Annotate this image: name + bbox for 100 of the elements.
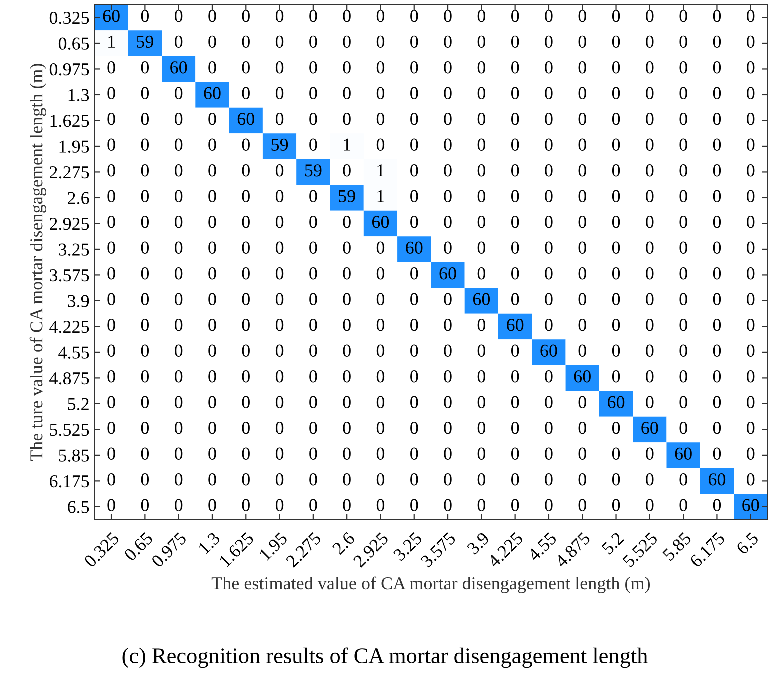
data-label: 0 [410,474,418,486]
data-label: 60 [642,422,658,434]
data-label: 0 [511,87,520,100]
y-tick-label: 6.175 [50,475,90,488]
data-label: 0 [175,10,183,22]
data-label: 0 [511,499,520,512]
y-tick-label: 4.55 [58,346,90,359]
data-label: 0 [713,370,722,383]
data-label: 0 [612,293,620,306]
data-label: 0 [310,293,318,306]
data-label: 0 [478,62,486,74]
data-label: 0 [511,216,520,228]
y-tick-label: 1.3 [68,89,90,102]
data-label: 0 [545,216,553,228]
data-label: 0 [444,293,452,306]
data-label: 0 [478,87,486,100]
data-label: 0 [242,242,250,254]
data-label: 0 [276,344,284,357]
data-label: 0 [108,216,116,228]
data-label: 0 [444,344,452,357]
data-label: 0 [646,319,654,332]
data-label: 0 [646,499,654,512]
data-label: 0 [713,190,722,202]
data-label: 0 [141,499,150,512]
data-label: 0 [578,474,586,486]
y-tick-label: 5.85 [59,450,90,462]
data-label: 0 [680,344,688,357]
y-tick-label: 5.525 [50,424,90,436]
data-label: 0 [444,87,452,100]
data-label: 0 [680,293,688,306]
data-label: 0 [680,242,688,254]
data-label: 1 [344,138,351,151]
data-label: 0 [343,216,351,228]
data-label: 0 [175,499,183,512]
data-label: 0 [747,422,755,434]
y-tick-label: 3.575 [50,270,90,282]
data-label: 0 [343,474,351,486]
data-label: 0 [612,319,620,332]
data-label: 0 [545,448,553,460]
data-label: 0 [141,62,150,74]
data-label: 0 [310,242,318,254]
data-label: 0 [276,164,284,177]
data-label: 0 [612,242,620,254]
data-label: 60 [608,396,625,408]
y-tick-label: 4.875 [50,372,90,385]
data-label: 0 [175,164,183,177]
data-label: 0 [747,474,755,486]
data-label: 0 [545,422,553,434]
data-label: 0 [276,370,284,383]
data-label: 0 [646,370,654,383]
data-label: 0 [545,138,553,151]
data-label: 0 [208,268,216,280]
data-label: 0 [208,62,216,74]
data-label: 0 [108,293,116,306]
y-tick-label: 4.225 [50,321,90,334]
data-label: 0 [141,87,150,100]
data-label: 0 [310,190,318,202]
data-label: 0 [343,370,351,383]
data-label: 0 [747,396,755,408]
data-label: 0 [376,422,385,434]
data-label: 0 [276,499,284,512]
data-label: 0 [444,10,452,22]
y-tick-label: 1.95 [60,140,90,153]
data-label: 0 [545,268,553,280]
data-label: 0 [410,138,418,151]
data-label: 0 [478,36,486,48]
data-label: 0 [612,474,620,486]
y-tick-label: 2.925 [50,218,90,230]
data-label: 0 [276,190,284,202]
data-label: 0 [511,474,520,486]
data-label: 0 [175,344,183,357]
data-label: 0 [680,319,688,332]
data-label: 0 [444,138,452,151]
data-label: 0 [713,10,722,22]
data-label: 0 [612,113,620,126]
data-label: 0 [612,268,620,280]
data-label: 0 [612,216,620,228]
data-label: 0 [713,62,722,74]
data-label: 0 [511,190,520,202]
data-label: 0 [242,319,250,332]
data-label: 0 [108,190,116,202]
data-label: 0 [545,499,553,512]
data-label: 0 [108,319,116,332]
data-label: 0 [208,422,216,434]
data-label: 0 [680,62,688,74]
data-label: 0 [612,138,620,151]
data-label: 0 [578,319,586,332]
data-label: 0 [343,10,351,22]
data-label: 0 [713,293,722,306]
data-label: 0 [343,62,351,74]
data-label: 0 [208,319,216,332]
data-label: 0 [310,499,318,512]
data-label: 0 [175,216,183,228]
data-label: 0 [141,113,150,126]
data-label: 0 [141,138,150,151]
data-label: 0 [747,62,755,74]
data-label: 0 [108,242,116,254]
x-tick-label: 6.5 [736,532,760,556]
data-label: 0 [511,242,520,254]
data-label: 0 [713,36,722,48]
